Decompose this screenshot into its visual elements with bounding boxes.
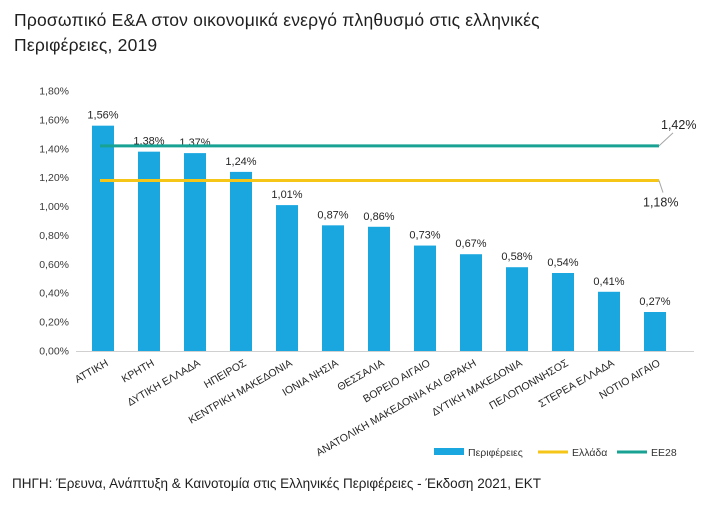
data-label: 0,86%: [363, 211, 394, 223]
legend-swatch: [434, 448, 464, 455]
y-tick-label: 0,00%: [39, 346, 69, 358]
bar: [460, 254, 482, 351]
data-label: 0,87%: [317, 209, 348, 221]
data-label: 1,24%: [225, 156, 256, 168]
bar: [506, 267, 528, 351]
greece-value-label: 1,18%: [643, 196, 678, 210]
data-label: 1,01%: [271, 189, 302, 201]
y-tick-label: 0,80%: [39, 230, 69, 242]
y-tick-label: 1,40%: [39, 143, 69, 155]
data-label: 0,58%: [501, 251, 532, 263]
category-label: ΣΤΕΡΕΑ ΕΛΛΑΔΑ: [537, 357, 617, 410]
bar: [322, 225, 344, 351]
eu28-leader-line: [658, 132, 674, 147]
data-label: 1,56%: [87, 110, 118, 122]
data-label: 0,41%: [593, 276, 624, 288]
bar: [368, 226, 390, 351]
data-label: 0,67%: [455, 238, 486, 250]
chart-title: Προσωπικό Ε&Α στον οικονομικά ενεργό πλη…: [14, 8, 714, 58]
y-tick-label: 0,40%: [39, 288, 69, 300]
eu28-value-label: 1,42%: [661, 118, 696, 132]
legend-label: ΕΕ28: [651, 447, 677, 459]
bar: [598, 291, 620, 351]
y-tick-label: 1,20%: [39, 172, 69, 184]
category-label: ΑΤΤΙΚΗ: [73, 357, 111, 386]
bar: [644, 312, 666, 351]
data-label: 0,27%: [639, 296, 670, 308]
bar: [552, 273, 574, 351]
y-tick-label: 1,00%: [39, 201, 69, 213]
bar: [92, 125, 114, 352]
source-note: ΠΗΓΗ: Έρευνα, Ανάπτυξη & Καινοτομία στις…: [12, 476, 541, 491]
chart-title-line-1: Προσωπικό Ε&Α στον οικονομικά ενεργό πλη…: [14, 10, 540, 30]
y-tick-label: 1,60%: [39, 114, 69, 126]
bar: [414, 245, 436, 351]
data-label: 0,73%: [409, 230, 440, 242]
legend-label: Περιφέρειες: [468, 447, 523, 459]
legend-label: Ελλάδα: [572, 447, 607, 459]
bar: [138, 151, 160, 351]
y-tick-label: 0,60%: [39, 259, 69, 271]
bar: [276, 205, 298, 351]
bar: [184, 153, 206, 351]
category-label: ΚΡΗΤΗ: [120, 357, 157, 385]
chart-title-line-2: Περιφέρειες, 2019: [14, 35, 158, 55]
data-label: 0,54%: [547, 257, 578, 269]
bar: [230, 171, 252, 351]
greece-leader-line: [658, 180, 664, 193]
category-label: ΠΕΛΟΠΟΝΝΗΣΟΣ: [487, 357, 571, 412]
y-tick-label: 1,80%: [39, 86, 69, 98]
y-tick-label: 0,20%: [39, 317, 69, 329]
bar-chart: 0,00% 0,20% 0,40% 0,60% 0,80% 1,00% 1,20% 1,40%…: [39, 86, 696, 460]
